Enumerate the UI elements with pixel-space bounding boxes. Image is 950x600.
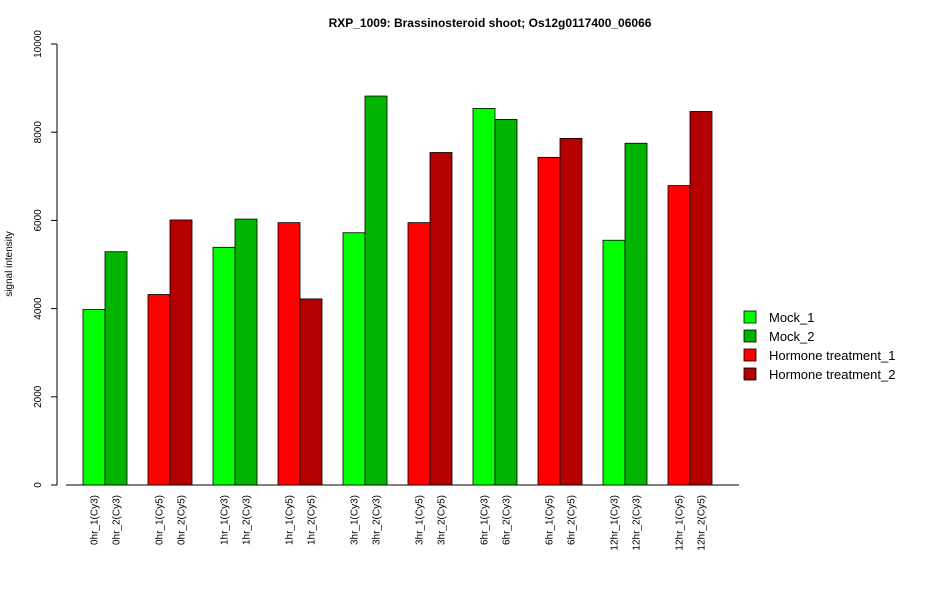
legend-swatch [743,367,757,381]
x-tick-label: 0hr_1(Cy5) [155,495,166,545]
bar [82,309,106,486]
legend-label: Hormone treatment_1 [769,348,895,363]
x-tick-label: 3hr_1(Cy5) [415,495,426,545]
x-tick-label: 0hr_2(Cy5) [177,495,188,545]
y-tick-label: 8000 [33,121,44,144]
bar [689,111,713,486]
bar [429,152,453,486]
bar [494,119,518,486]
bar [559,137,583,486]
y-tick-label: 0 [33,482,44,488]
x-tick-label: 1hr_1(Cy3) [220,495,231,545]
legend-label: Hormone treatment_2 [769,367,895,382]
bar [602,239,626,486]
bar [104,251,128,486]
x-tick-label: 1hr_2(Cy3) [242,495,253,545]
bar [212,246,236,486]
x-tick-label: 6hr_1(Cy5) [545,495,556,545]
y-tick-label: 6000 [33,209,44,232]
legend-swatch [743,329,757,343]
bar [169,219,193,486]
x-tick-label: 12hr_2(Cy3) [632,495,643,551]
y-tick-label: 10000 [33,30,44,58]
y-tick-label: 2000 [33,385,44,408]
y-tick-label: 4000 [33,297,44,320]
legend-swatch [743,348,757,362]
y-axis-label: signal intensity [4,231,15,297]
bar [234,218,258,486]
bar [624,142,648,486]
chart-title: RXP_1009: Brassinosteroid shoot; Os12g01… [329,16,652,30]
category-labels: 0hr_1(Cy3) 0hr_2(Cy3) 0hr_1(Cy5) 0hr_2(Cy5)… [90,495,708,551]
x-tick-label: 3hr_2(Cy5) [437,495,448,545]
legend-label: Mock_2 [769,329,815,344]
x-tick-label: 6hr_2(Cy3) [502,495,513,545]
x-tick-label: 1hr_2(Cy5) [307,495,318,545]
x-tick-label: 12hr_1(Cy5) [675,495,686,551]
y-axis: 0 2000 4000 6000 8000 10000 [33,30,58,488]
bars [82,95,713,486]
x-tick-label: 0hr_2(Cy3) [112,495,123,545]
x-tick-label: 6hr_2(Cy5) [567,495,578,545]
legend: Mock_1 Mock_2 Hormone treatment_1 Hormone t… [743,310,895,382]
bar [667,185,691,486]
bar [364,95,388,486]
x-tick-label: 0hr_1(Cy3) [90,495,101,545]
bar [537,156,561,486]
bar [342,232,366,486]
bar [472,107,496,486]
bar [407,222,431,486]
legend-swatch [743,310,757,324]
bar [299,298,323,486]
x-tick-label: 1hr_1(Cy5) [285,495,296,545]
legend-label: Mock_1 [769,310,815,325]
x-tick-label: 6hr_1(Cy3) [480,495,491,545]
bar [277,222,301,486]
x-tick-label: 3hr_1(Cy3) [350,495,361,545]
bar [147,294,171,486]
x-tick-label: 12hr_1(Cy3) [610,495,621,551]
x-tick-label: 3hr_2(Cy3) [372,495,383,545]
x-tick-label: 12hr_2(Cy5) [697,495,708,551]
